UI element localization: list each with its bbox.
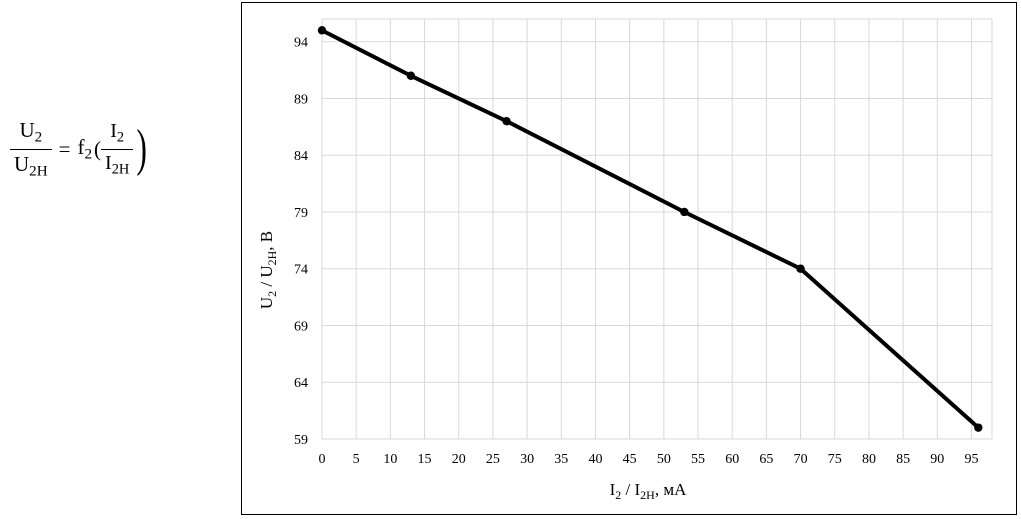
x-tick-label: 75 [828, 452, 842, 467]
y-tick-label: 59 [294, 433, 308, 448]
y-tick-label: 64 [294, 376, 308, 391]
x-tick-label: 20 [452, 452, 466, 467]
x-tick-label: 5 [353, 452, 360, 467]
x-tick-labels: 0 5 10 15 20 25 30 35 40 45 50 55 60 65 70 75 80 85 90 95 [319, 452, 979, 467]
x-tick-label: 40 [588, 452, 602, 467]
formula-lhs-numerator: U [19, 118, 35, 142]
series-line [320, 28, 981, 430]
formula-rhs-numerator: I [110, 120, 117, 143]
y-tick-label: 94 [294, 36, 308, 51]
x-tick-label: 50 [657, 452, 671, 467]
x-tick-label: 0 [319, 452, 326, 467]
formula-lhs-denominator-sub: 2H [29, 163, 48, 180]
y-tick-label: 79 [294, 206, 308, 221]
data-point [796, 264, 805, 273]
x-tick-label: 10 [383, 452, 397, 467]
y-tick-labels: 59 64 69 74 79 84 89 94 [294, 36, 308, 448]
formula-equals: = [58, 136, 71, 161]
y-tick-label: 84 [294, 149, 308, 164]
formula-rhs-denominator-sub: 2H [111, 160, 130, 177]
formula-function-name: f [77, 134, 85, 159]
formula-function-sub: 2 [84, 146, 93, 163]
y-tick-label: 89 [294, 92, 308, 107]
x-tick-label: 70 [794, 452, 808, 467]
x-tick-label: 55 [691, 452, 705, 467]
x-axis-label: I2 / I2H, мА [610, 480, 687, 502]
data-point [680, 207, 689, 217]
chart-grid [321, 18, 993, 440]
formula-rhs-fraction: I2 I2H [101, 120, 134, 178]
y-tick-label: 74 [294, 263, 308, 278]
x-tick-label: 15 [418, 452, 432, 467]
formula-close-paren: ) [136, 120, 148, 178]
x-tick-label: 45 [623, 452, 637, 467]
data-point [974, 423, 983, 432]
formula-lhs-fraction: U2 U2H [10, 118, 52, 180]
x-tick-label: 85 [896, 452, 910, 467]
x-tick-label: 95 [964, 452, 978, 467]
data-point [317, 26, 327, 35]
formula-lhs-denominator: U [14, 151, 30, 176]
y-tick-label: 69 [294, 319, 308, 334]
x-tick-label: 80 [862, 452, 876, 467]
formula-rhs-denominator: I [105, 151, 112, 174]
x-tick-label: 65 [759, 452, 773, 467]
formula: U2 U2H = f2 ( I2 I2H ) [10, 118, 151, 180]
y-axis-label: U2 / U2H, В [257, 231, 279, 309]
chart-frame [241, 2, 1017, 515]
x-tick-label: 30 [520, 452, 534, 467]
x-tick-label: 90 [930, 452, 944, 467]
x-tick-label: 35 [554, 452, 568, 467]
x-tick-label: 25 [486, 452, 500, 467]
x-tick-label: 60 [725, 452, 739, 467]
formula-rhs-numerator-sub: 2 [116, 129, 125, 146]
data-point [406, 71, 416, 80]
data-point [502, 116, 511, 126]
formula-function: f2 [77, 135, 92, 164]
series-group [317, 26, 983, 432]
formula-lhs-numerator-sub: 2 [34, 129, 43, 146]
